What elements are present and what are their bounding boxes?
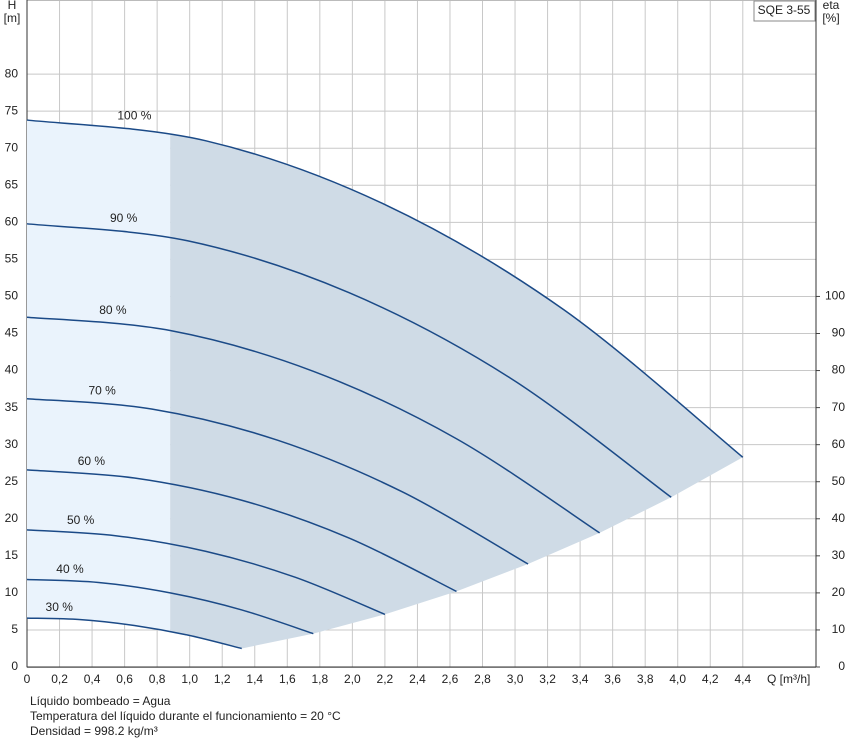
curve-label: 80 % [99, 303, 127, 317]
y2-tick-label: 60 [832, 437, 846, 451]
curve-label: 30 % [46, 600, 74, 614]
y2-tick-label: 80 [832, 363, 846, 377]
x-tick-label: 0,2 [51, 672, 68, 686]
speed-curve [26, 316, 601, 534]
y-tick-label: 20 [5, 511, 19, 525]
curve-label: 40 % [56, 562, 84, 576]
x-tick-label: 3,0 [507, 672, 524, 686]
note: Líquido bombeado = Agua [30, 694, 171, 708]
y2-axis-label: eta [823, 0, 840, 12]
y2-tick-label: 90 [832, 326, 846, 340]
x-tick-label: 3,6 [604, 672, 621, 686]
curve-label: 100 % [117, 109, 151, 123]
x-tick-label: 3,8 [637, 672, 654, 686]
speed-curve [26, 617, 242, 650]
curves [26, 119, 744, 650]
note: Temperatura del líquido durante el funci… [30, 709, 341, 723]
product-box [753, 0, 816, 22]
y-tick-label: 70 [5, 140, 19, 154]
y-tick-label: 40 [5, 363, 19, 377]
curve-label: 60 % [78, 454, 106, 468]
y-tick-label: 75 [5, 103, 19, 117]
y-axis-label: H [8, 0, 17, 12]
x-tick-label: 2,8 [474, 672, 491, 686]
y-tick-label: 45 [5, 326, 19, 340]
y-tick-label: 80 [5, 66, 19, 80]
y-tick-label: 10 [5, 585, 19, 599]
curve-label: 50 % [67, 513, 95, 527]
x-tick-label: 4,4 [734, 672, 751, 686]
x-tick-label: 1,6 [279, 672, 296, 686]
y2-axis-unit: [%] [822, 11, 839, 25]
y-tick-label: 60 [5, 215, 19, 229]
speed-curve [26, 469, 457, 593]
y2-tick-label: 70 [832, 400, 846, 414]
x-tick-label: 2,0 [344, 672, 361, 686]
x-tick-label: 3,4 [572, 672, 589, 686]
x-axis-label: Q [m³/h] [767, 672, 810, 686]
speed-curve [26, 397, 529, 565]
y2-tick-label: 20 [832, 585, 846, 599]
y-tick-label: 50 [5, 289, 19, 303]
x-tick-label: 2,6 [442, 672, 459, 686]
speed-curve [26, 578, 314, 635]
x-tick-label: 3,2 [539, 672, 556, 686]
low-flow-area [27, 120, 171, 632]
y-tick-label: 15 [5, 548, 19, 562]
y2-tick-label: 0 [838, 659, 845, 673]
y-tick-label: 25 [5, 474, 19, 488]
curve-label: 70 % [88, 384, 116, 398]
y-axis-unit: [m] [4, 11, 21, 25]
x-tick-label: 1,8 [311, 672, 328, 686]
y-tick-label: 65 [5, 177, 19, 191]
x-tick-label: 4,2 [702, 672, 719, 686]
speed-curve [26, 223, 672, 498]
y2-tick-label: 10 [832, 622, 846, 636]
curve-label: 90 % [110, 211, 138, 225]
speed-curve [26, 529, 386, 616]
speed-curve [26, 119, 744, 458]
y-tick-label: 35 [5, 400, 19, 414]
operating-area [27, 120, 743, 649]
x-tick-label: 1,2 [214, 672, 231, 686]
y2-tick-label: 40 [832, 511, 846, 525]
note: Densidad = 998.2 kg/m³ [30, 724, 158, 738]
x-tick-label: 2,4 [409, 672, 426, 686]
x-tick-label: 1,4 [246, 672, 263, 686]
x-tick-label: 0,8 [149, 672, 166, 686]
operating-area [170, 134, 743, 649]
x-tick-label: 0 [24, 672, 31, 686]
x-tick-label: 2,2 [377, 672, 394, 686]
x-tick-label: 4,0 [669, 672, 686, 686]
y2-tick-label: 50 [832, 474, 846, 488]
product-name: SQE 3-55 [758, 3, 811, 17]
x-tick-label: 0,6 [116, 672, 133, 686]
y-tick-label: 5 [11, 622, 18, 636]
x-tick-label: 0,4 [84, 672, 101, 686]
y2-tick-label: 30 [832, 548, 846, 562]
labels: 0 0,2 0,4 0,6 0,8 1,0 1,2 1,4 1,6 1,8 2,0 2,2 2,4 2,6… [5, 66, 846, 686]
y-tick-label: 55 [5, 252, 19, 266]
y2-tick-label: 100 [825, 289, 845, 303]
x-tick-label: 1,0 [181, 672, 198, 686]
y-tick-label: 30 [5, 437, 19, 451]
y-tick-label: 0 [11, 659, 18, 673]
